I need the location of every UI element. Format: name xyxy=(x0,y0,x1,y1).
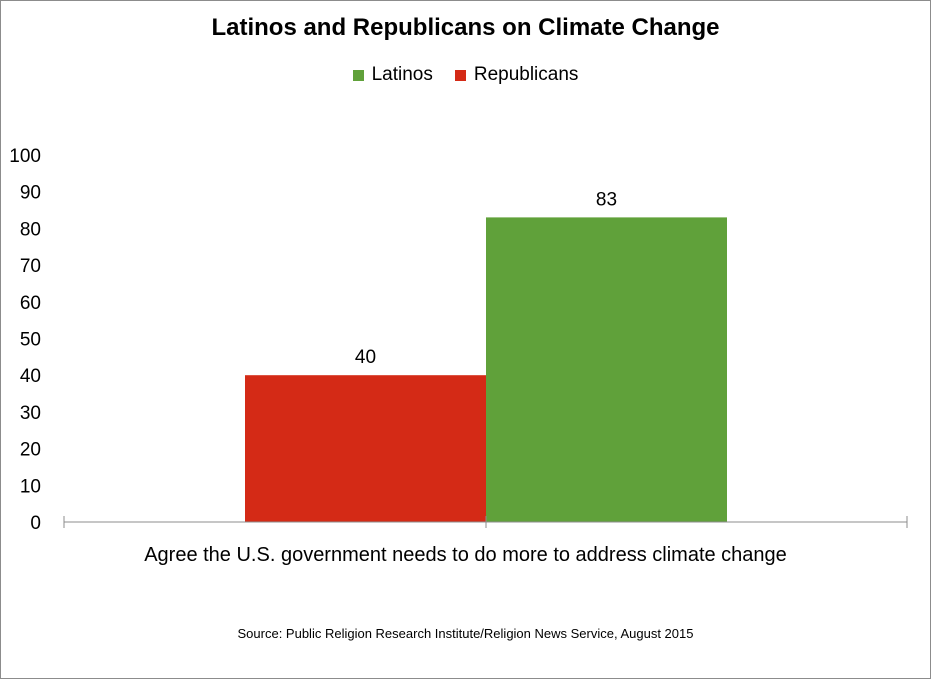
chart-title: Latinos and Republicans on Climate Chang… xyxy=(211,14,720,41)
y-tick-label: 70 xyxy=(20,256,41,277)
source-note: Source: Public Religion Research Institu… xyxy=(237,626,694,641)
legend-item-latinos: Latinos xyxy=(352,64,433,86)
legend-swatch-republicans xyxy=(454,69,466,81)
legend-label-latinos: Latinos xyxy=(371,64,433,85)
y-tick-label: 30 xyxy=(20,403,41,424)
legend: Latinos Republicans xyxy=(0,64,931,86)
y-tick-label: 100 xyxy=(9,146,41,167)
y-tick-label: 50 xyxy=(20,330,41,351)
data-label-republicans: 40 xyxy=(355,347,376,368)
y-tick-label: 0 xyxy=(30,513,41,534)
y-tick-label: 20 xyxy=(20,440,41,461)
legend-swatch-latinos xyxy=(352,69,364,81)
bar-republicans xyxy=(245,375,486,522)
x-category-label: Agree the U.S. government needs to do mo… xyxy=(144,544,787,566)
y-tick-label: 40 xyxy=(20,366,41,387)
bar-latinos xyxy=(486,217,727,522)
data-label-latinos: 83 xyxy=(596,189,617,210)
y-tick-label: 80 xyxy=(20,219,41,240)
y-tick-label: 60 xyxy=(20,293,41,314)
legend-item-republicans: Republicans xyxy=(454,64,579,86)
legend-label-republicans: Republicans xyxy=(473,64,579,85)
y-tick-label: 10 xyxy=(20,476,41,497)
y-tick-label: 90 xyxy=(20,183,41,204)
